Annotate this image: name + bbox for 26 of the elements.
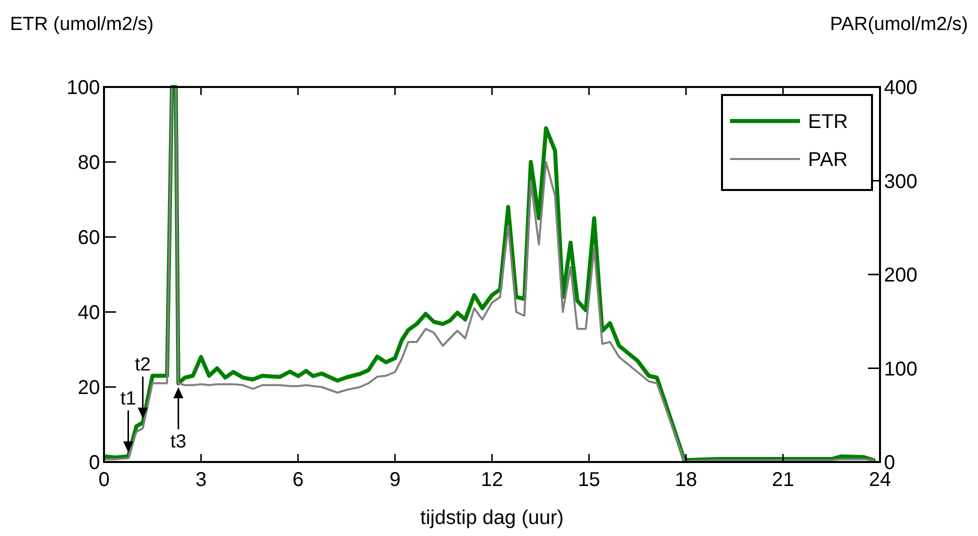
x-tick-label: 3 (195, 469, 207, 491)
x-tick-label: 15 (578, 469, 600, 491)
y2-tick-label: 200 (884, 264, 918, 286)
y-tick-label: 80 (78, 152, 100, 174)
x-tick-label: 6 (292, 469, 304, 491)
y-tick-label: 40 (78, 302, 100, 324)
y2-tick-label: 300 (884, 170, 918, 193)
legend-label: PAR (808, 149, 848, 171)
y-tick-label: 20 (78, 377, 100, 399)
x-tick-label: 24 (868, 469, 892, 491)
y-tick-label: 0 (88, 452, 100, 474)
annotation: t2 (134, 354, 151, 376)
y-axis-title: ETR (umol/m2/s) (10, 14, 154, 35)
y-tick-label: 60 (78, 227, 100, 249)
annotation: t3 (170, 431, 186, 452)
y-tick-label: 100 (66, 77, 100, 99)
x-axis-title: tijdstip dag (uur) (420, 507, 564, 529)
x-tick-label: 18 (674, 469, 698, 491)
x-tick-label: 21 (772, 469, 794, 491)
y2-tick-label: 400 (884, 77, 918, 99)
y2-axis-title: PAR(umol/m2/s) (830, 14, 968, 35)
annotation: t1 (120, 388, 136, 410)
x-tick-label: 12 (480, 469, 504, 491)
legend-label: ETR (808, 111, 848, 133)
y2-tick-label: 100 (884, 358, 918, 380)
x-tick-label: 9 (389, 469, 401, 491)
